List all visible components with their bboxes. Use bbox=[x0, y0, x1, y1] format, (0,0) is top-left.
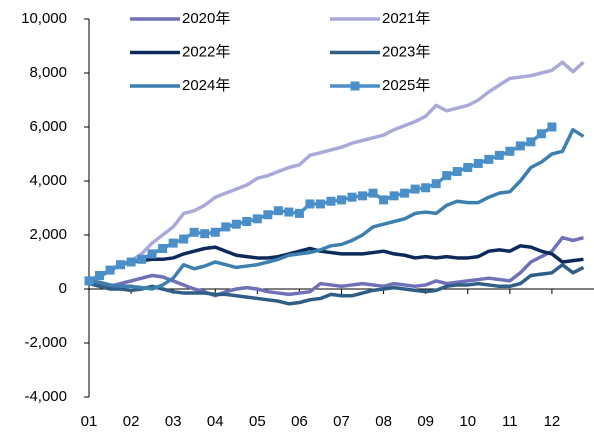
point-marker bbox=[326, 196, 336, 206]
point-marker bbox=[200, 229, 210, 239]
x-tick-label: 12 bbox=[544, 413, 561, 430]
point-marker bbox=[358, 191, 368, 201]
point-marker bbox=[252, 214, 262, 224]
point-marker bbox=[337, 195, 346, 205]
series-line bbox=[88, 262, 585, 306]
point-marker bbox=[410, 184, 420, 194]
point-marker bbox=[137, 254, 147, 264]
y-tick-label: -2,000 bbox=[24, 334, 67, 351]
y-tick-label: 4,000 bbox=[29, 172, 67, 189]
point-marker bbox=[116, 260, 126, 270]
point-marker bbox=[263, 210, 273, 220]
point-marker bbox=[105, 265, 115, 275]
x-tick-label: 05 bbox=[249, 413, 266, 430]
series-line bbox=[88, 244, 584, 283]
x-tick-label: 07 bbox=[333, 413, 350, 430]
y-tick-label: 2,000 bbox=[29, 226, 67, 243]
series-line bbox=[88, 127, 585, 291]
point-marker bbox=[179, 234, 189, 244]
point-marker bbox=[368, 188, 378, 198]
legend-label: 2025年 bbox=[382, 77, 430, 94]
y-tick-label: -4,000 bbox=[24, 388, 67, 405]
x-tick-label: 10 bbox=[459, 413, 476, 430]
point-marker bbox=[379, 195, 389, 205]
point-marker bbox=[147, 249, 157, 259]
point-marker bbox=[547, 122, 557, 132]
point-marker bbox=[189, 227, 199, 237]
point-marker bbox=[494, 150, 504, 160]
x-tick-label: 09 bbox=[417, 413, 434, 430]
legend-label: 2022年 bbox=[182, 43, 230, 60]
series-line bbox=[88, 60, 585, 283]
point-marker bbox=[294, 208, 304, 218]
point-marker bbox=[442, 171, 452, 181]
point-marker bbox=[389, 191, 399, 201]
point-marker bbox=[536, 129, 546, 139]
point-marker bbox=[158, 244, 168, 253]
legend-marker bbox=[350, 81, 360, 91]
point-marker bbox=[95, 271, 105, 280]
y-tick-label: 6,000 bbox=[29, 118, 67, 135]
x-tick-label: 01 bbox=[81, 413, 98, 430]
point-marker bbox=[421, 183, 431, 193]
point-marker bbox=[210, 227, 220, 237]
point-marker bbox=[126, 257, 136, 267]
x-tick-label: 04 bbox=[207, 413, 224, 430]
point-marker bbox=[273, 206, 283, 216]
point-marker bbox=[231, 219, 241, 229]
point-marker bbox=[305, 199, 315, 209]
point-marker bbox=[515, 141, 525, 151]
y-tick-label: 10,000 bbox=[21, 10, 67, 27]
point-marker bbox=[431, 179, 441, 189]
point-marker bbox=[242, 217, 252, 226]
point-marker bbox=[505, 146, 515, 156]
x-tick-label: 06 bbox=[291, 413, 308, 430]
point-marker bbox=[84, 276, 94, 286]
legend-label: 2021年 bbox=[382, 10, 430, 27]
x-tick-label: 02 bbox=[123, 413, 140, 430]
point-marker bbox=[221, 222, 231, 232]
point-marker bbox=[315, 199, 325, 209]
point-marker bbox=[473, 158, 483, 168]
point-marker bbox=[168, 238, 178, 248]
point-marker bbox=[400, 188, 410, 198]
x-tick-label: 11 bbox=[502, 413, 518, 430]
point-marker bbox=[452, 167, 462, 177]
x-tick-label: 08 bbox=[375, 413, 392, 430]
point-marker bbox=[463, 163, 473, 172]
legend-label: 2023年 bbox=[382, 43, 430, 60]
legend-label: 2020年 bbox=[182, 10, 230, 27]
y-tick-label: 0 bbox=[59, 280, 67, 297]
point-marker bbox=[526, 137, 536, 147]
y-tick-label: 8,000 bbox=[29, 64, 67, 81]
legend-label: 2024年 bbox=[182, 77, 230, 94]
point-marker bbox=[347, 192, 357, 202]
point-marker bbox=[284, 207, 294, 217]
x-tick-label: 03 bbox=[165, 413, 182, 430]
point-marker bbox=[484, 154, 494, 164]
